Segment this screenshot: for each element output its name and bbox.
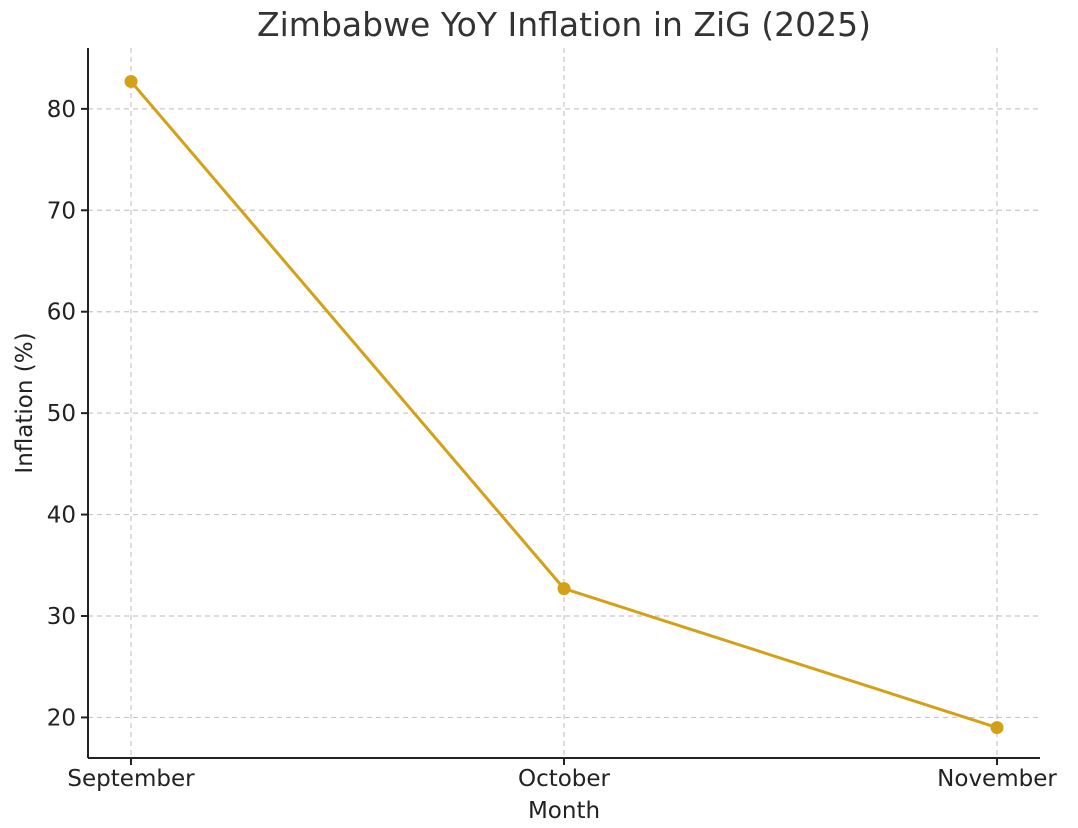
chart-title: Zimbabwe YoY Inflation in ZiG (2025) [257,5,871,44]
y-axis-label: Inflation (%) [12,332,38,473]
y-tick-label: 60 [47,300,76,326]
y-tick-label: 70 [47,198,76,224]
y-tick-label: 20 [47,705,76,731]
y-tick-label: 40 [47,503,76,529]
x-axis-label: Month [528,798,600,824]
grid [88,48,1040,758]
y-tick-label: 50 [47,401,76,427]
data-point [557,582,571,596]
y-tick-label: 80 [47,97,76,123]
x-tick-label: September [67,766,195,792]
y-tick-label: 30 [47,604,76,630]
ticks: 20 30 40 50 60 70 80 September October November [47,97,1058,792]
data-point [124,74,138,88]
x-tick-label: November [937,766,1057,792]
series [124,74,1004,735]
data-point [990,721,1004,735]
x-tick-label: October [518,766,611,792]
